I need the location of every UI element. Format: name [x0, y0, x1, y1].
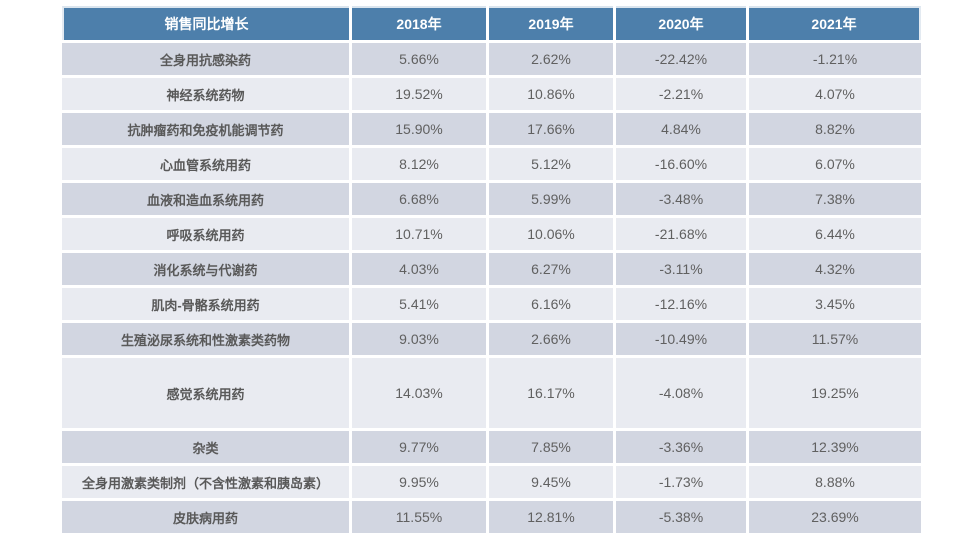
row-label: 生殖泌尿系统和性激素类药物 — [62, 323, 349, 355]
cell-2018: 15.90% — [352, 113, 486, 145]
cell-2020: -3.11% — [616, 253, 746, 285]
cell-2020: -4.08% — [616, 358, 746, 428]
row-label: 呼吸系统用药 — [62, 218, 349, 250]
cell-2018: 10.71% — [352, 218, 486, 250]
cell-2021: 12.39% — [749, 431, 921, 463]
col-header-2020: 2020年 — [616, 6, 746, 40]
cell-2020: -21.68% — [616, 218, 746, 250]
table-row: 呼吸系统用药 10.71% 10.06% -21.68% 6.44% — [62, 218, 921, 250]
cell-2020: -1.73% — [616, 466, 746, 498]
cell-2020: -22.42% — [616, 43, 746, 75]
cell-2019: 6.27% — [489, 253, 613, 285]
table-row: 肌肉-骨骼系统用药 5.41% 6.16% -12.16% 3.45% — [62, 288, 921, 320]
cell-2021: 23.69% — [749, 501, 921, 533]
cell-2018: 5.66% — [352, 43, 486, 75]
cell-2021: 4.32% — [749, 253, 921, 285]
table-row: 皮肤病用药 11.55% 12.81% -5.38% 23.69% — [62, 501, 921, 533]
cell-2019: 16.17% — [489, 358, 613, 428]
cell-2018: 9.95% — [352, 466, 486, 498]
cell-2021: 7.38% — [749, 183, 921, 215]
table-row: 感觉系统用药 14.03% 16.17% -4.08% 19.25% — [62, 358, 921, 428]
cell-2021: 6.44% — [749, 218, 921, 250]
table-row: 全身用激素类制剂（不含性激素和胰岛素） 9.95% 9.45% -1.73% 8… — [62, 466, 921, 498]
cell-2020: -12.16% — [616, 288, 746, 320]
cell-2021: 6.07% — [749, 148, 921, 180]
cell-2020: -5.38% — [616, 501, 746, 533]
cell-2018: 5.41% — [352, 288, 486, 320]
cell-2021: 3.45% — [749, 288, 921, 320]
cell-2019: 12.81% — [489, 501, 613, 533]
cell-2018: 14.03% — [352, 358, 486, 428]
cell-2020: -3.48% — [616, 183, 746, 215]
cell-2019: 7.85% — [489, 431, 613, 463]
cell-2019: 10.86% — [489, 78, 613, 110]
cell-2018: 8.12% — [352, 148, 486, 180]
col-header-2019: 2019年 — [489, 6, 613, 40]
table-row: 生殖泌尿系统和性激素类药物 9.03% 2.66% -10.49% 11.57% — [62, 323, 921, 355]
row-label: 肌肉-骨骼系统用药 — [62, 288, 349, 320]
row-label: 全身用激素类制剂（不含性激素和胰岛素） — [62, 466, 349, 498]
row-label: 消化系统与代谢药 — [62, 253, 349, 285]
cell-2021: 19.25% — [749, 358, 921, 428]
row-label: 全身用抗感染药 — [62, 43, 349, 75]
cell-2019: 2.66% — [489, 323, 613, 355]
cell-2018: 9.77% — [352, 431, 486, 463]
cell-2019: 6.16% — [489, 288, 613, 320]
cell-2019: 5.12% — [489, 148, 613, 180]
row-label: 抗肿瘤药和免疫机能调节药 — [62, 113, 349, 145]
cell-2018: 6.68% — [352, 183, 486, 215]
cell-2018: 19.52% — [352, 78, 486, 110]
col-header-title: 销售同比增长 — [62, 6, 349, 40]
table-row: 全身用抗感染药 5.66% 2.62% -22.42% -1.21% — [62, 43, 921, 75]
row-label: 神经系统药物 — [62, 78, 349, 110]
cell-2019: 17.66% — [489, 113, 613, 145]
cell-2018: 11.55% — [352, 501, 486, 533]
cell-2020: 4.84% — [616, 113, 746, 145]
row-label: 皮肤病用药 — [62, 501, 349, 533]
table-row: 杂类 9.77% 7.85% -3.36% 12.39% — [62, 431, 921, 463]
sales-growth-table-container: 销售同比增长 2018年 2019年 2020年 2021年 全身用抗感染药 5… — [59, 3, 924, 536]
row-label: 感觉系统用药 — [62, 358, 349, 428]
table-row: 抗肿瘤药和免疫机能调节药 15.90% 17.66% 4.84% 8.82% — [62, 113, 921, 145]
col-header-2021: 2021年 — [749, 6, 921, 40]
cell-2021: 8.82% — [749, 113, 921, 145]
cell-2019: 2.62% — [489, 43, 613, 75]
cell-2020: -10.49% — [616, 323, 746, 355]
cell-2019: 5.99% — [489, 183, 613, 215]
table-row: 消化系统与代谢药 4.03% 6.27% -3.11% 4.32% — [62, 253, 921, 285]
row-label: 心血管系统用药 — [62, 148, 349, 180]
table-row: 血液和造血系统用药 6.68% 5.99% -3.48% 7.38% — [62, 183, 921, 215]
table-row: 神经系统药物 19.52% 10.86% -2.21% 4.07% — [62, 78, 921, 110]
table-row: 心血管系统用药 8.12% 5.12% -16.60% 6.07% — [62, 148, 921, 180]
cell-2021: 11.57% — [749, 323, 921, 355]
cell-2020: -16.60% — [616, 148, 746, 180]
cell-2021: -1.21% — [749, 43, 921, 75]
cell-2020: -3.36% — [616, 431, 746, 463]
cell-2019: 9.45% — [489, 466, 613, 498]
cell-2019: 10.06% — [489, 218, 613, 250]
cell-2018: 9.03% — [352, 323, 486, 355]
cell-2020: -2.21% — [616, 78, 746, 110]
cell-2021: 8.88% — [749, 466, 921, 498]
sales-growth-table: 销售同比增长 2018年 2019年 2020年 2021年 全身用抗感染药 5… — [59, 3, 924, 536]
row-label: 杂类 — [62, 431, 349, 463]
header-row: 销售同比增长 2018年 2019年 2020年 2021年 — [62, 6, 921, 40]
col-header-2018: 2018年 — [352, 6, 486, 40]
cell-2018: 4.03% — [352, 253, 486, 285]
cell-2021: 4.07% — [749, 78, 921, 110]
row-label: 血液和造血系统用药 — [62, 183, 349, 215]
